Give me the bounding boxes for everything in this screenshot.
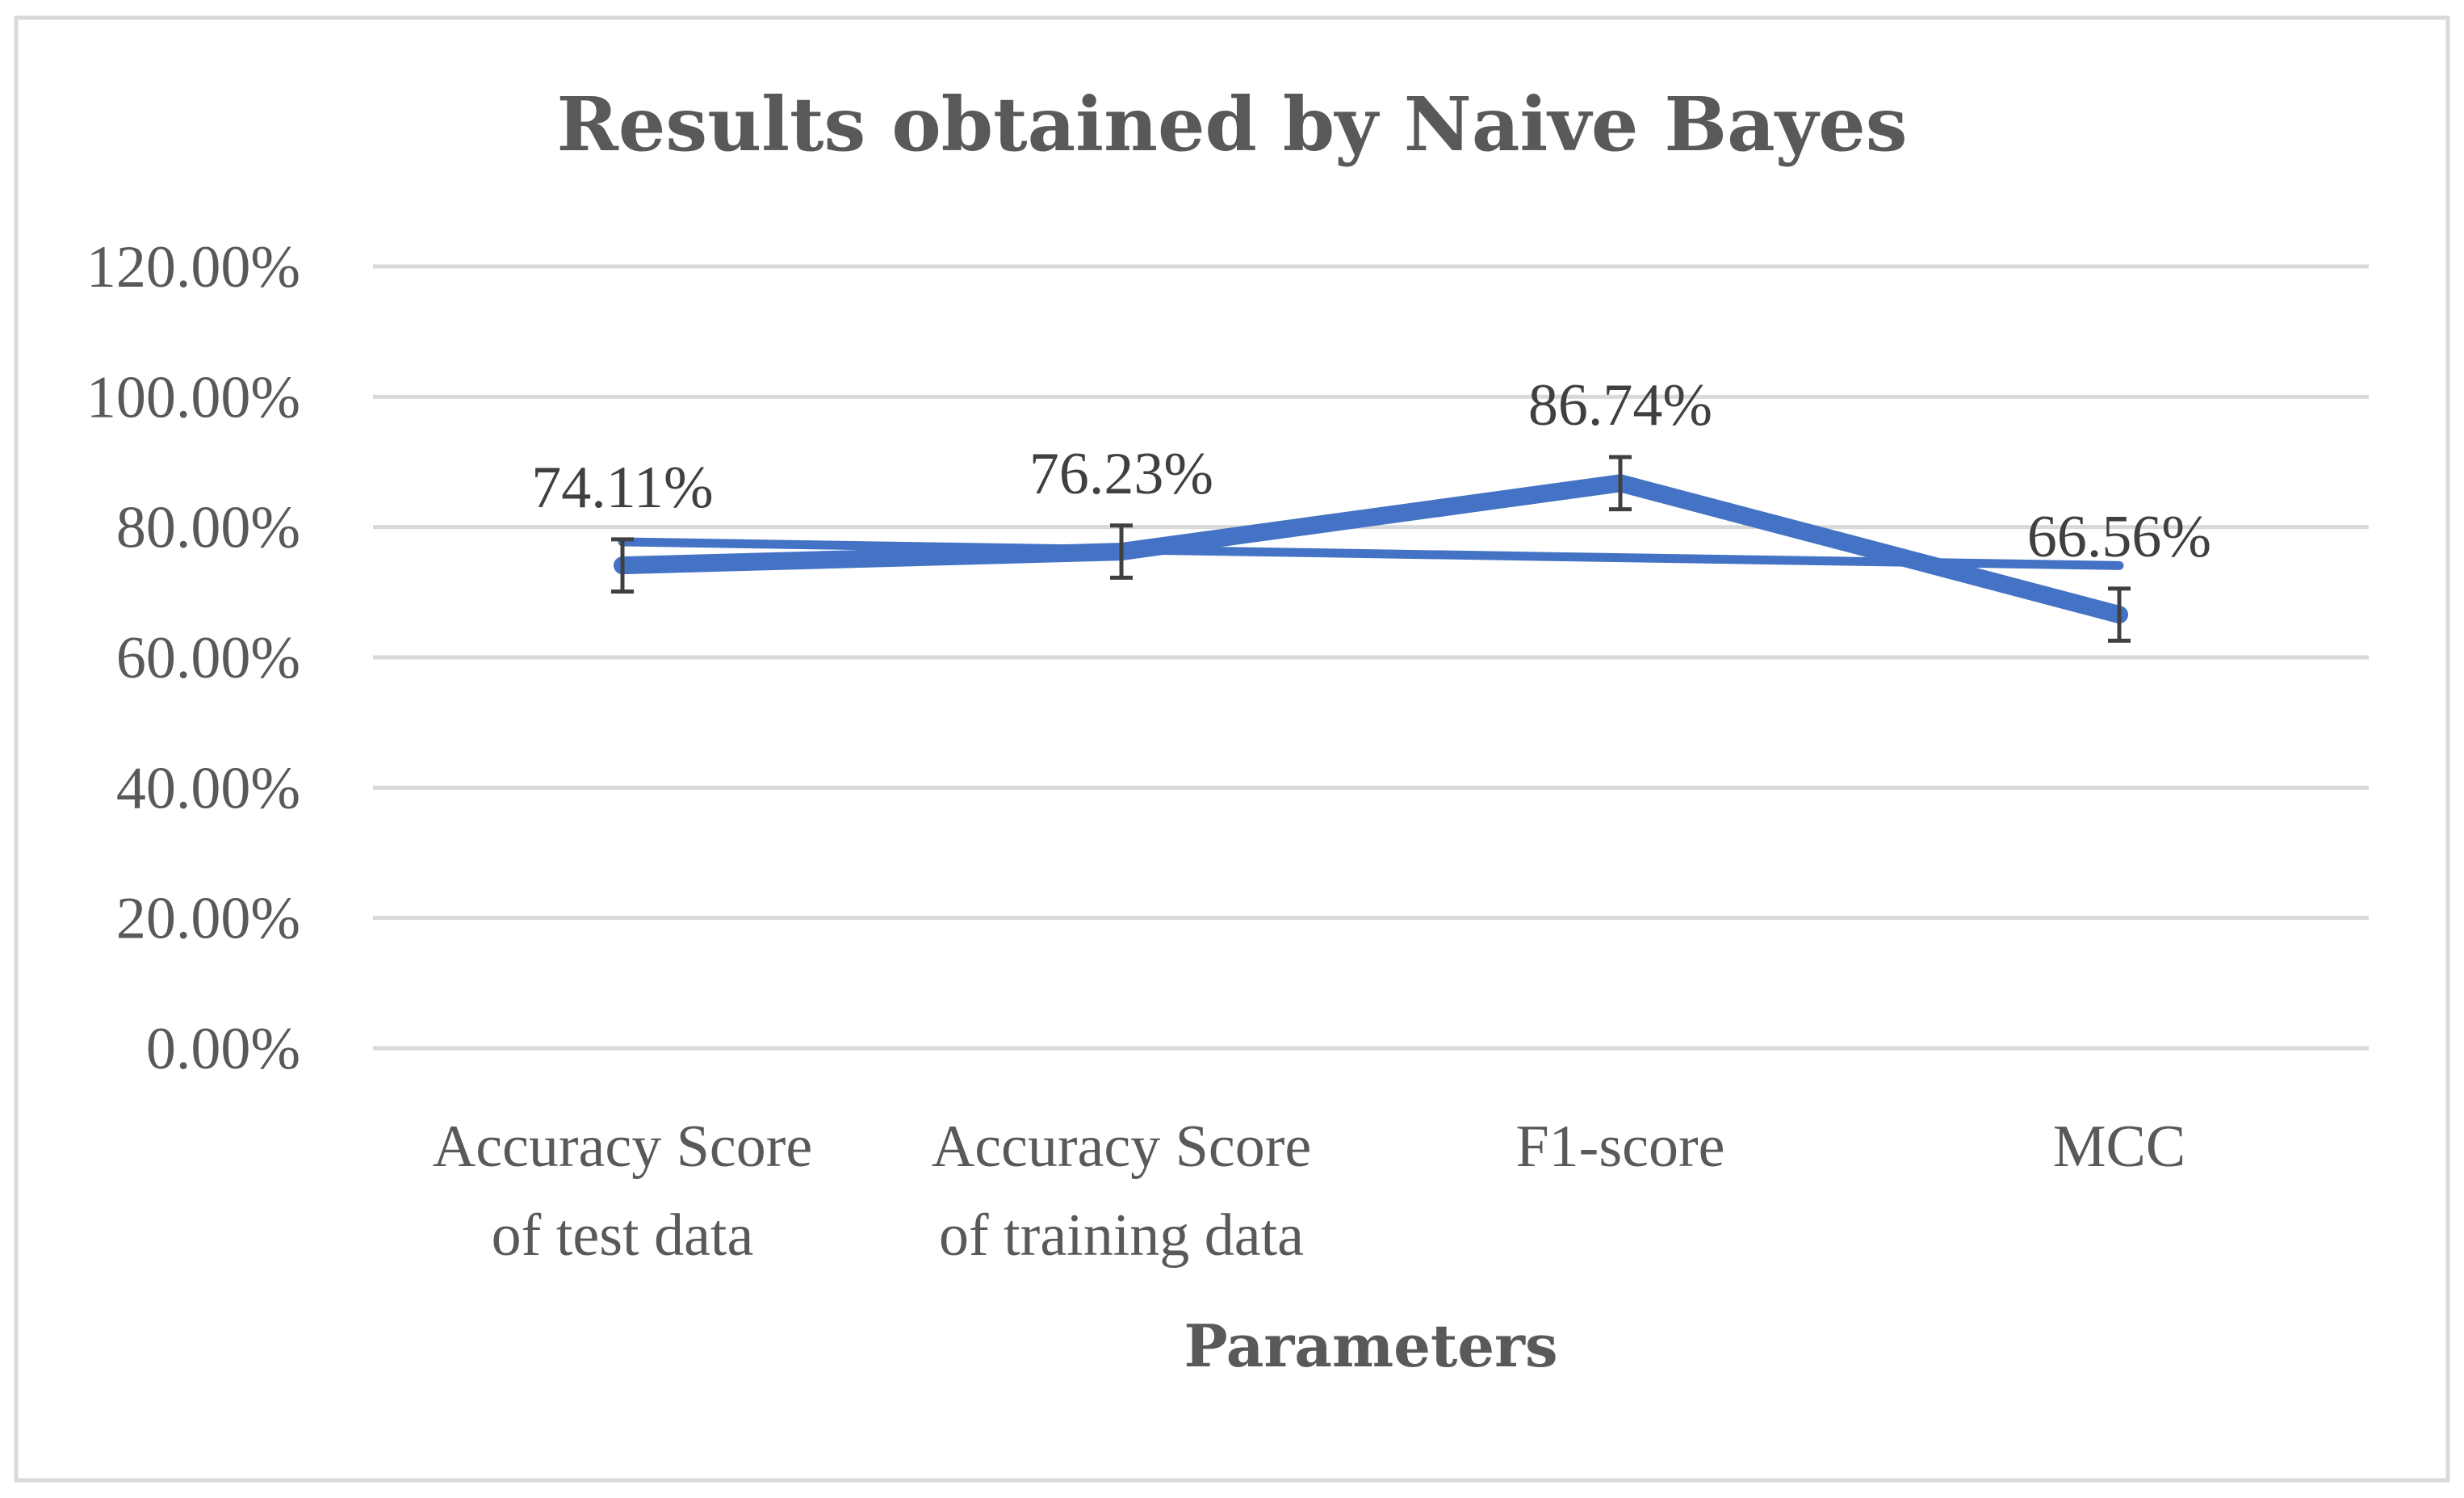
y-tick-label: 120.00% xyxy=(86,234,300,300)
x-axis-title: Parameters xyxy=(1184,1311,1558,1380)
x-tick-label-line: of training data xyxy=(939,1202,1304,1269)
y-tick-label: 100.00% xyxy=(86,364,300,430)
x-tick-label-line: MCC xyxy=(2053,1114,2186,1180)
trendline-layer xyxy=(618,537,2124,570)
x-tick-label: MCC xyxy=(2053,1114,2186,1180)
x-tick-label: Accuracy Score of test data xyxy=(433,1114,812,1269)
chart-border xyxy=(14,15,2450,1483)
data-label: 86.74% xyxy=(1528,372,1712,438)
data-label: 76.23% xyxy=(1029,441,1213,507)
x-tick-label: Accuracy Score of training data xyxy=(932,1114,1311,1269)
y-tick-label: 80.00% xyxy=(116,495,300,561)
series-line xyxy=(614,474,2128,624)
y-axis-ticks: 0.00% 20.00% 40.00% 60.00% 80.00% 100.00% 120.… xyxy=(86,234,300,1082)
trendline xyxy=(618,537,2124,570)
error-bar xyxy=(1110,523,1133,580)
chart-title: Results obtained by Naive Bayes xyxy=(556,81,1907,168)
y-tick-label: 20.00% xyxy=(116,886,300,952)
x-tick-label-line: F1-score xyxy=(1516,1114,1725,1180)
error-bar xyxy=(2108,586,2131,643)
x-tick-label-line: of test data xyxy=(492,1202,754,1269)
data-labels: 74.11% 76.23% 86.74% 66.56% xyxy=(531,372,2211,570)
error-bar xyxy=(611,537,634,594)
x-tick-label-line: Accuracy Score xyxy=(433,1114,812,1180)
y-tick-label: 40.00% xyxy=(116,755,300,821)
x-tick-label: F1-score xyxy=(1516,1114,1725,1180)
error-bar xyxy=(1609,455,1632,512)
gridlines xyxy=(373,264,2369,1051)
data-label: 74.11% xyxy=(531,455,713,521)
y-tick-label: 60.00% xyxy=(116,625,300,691)
y-tick-label: 0.00% xyxy=(146,1016,300,1082)
error-bars xyxy=(611,455,2131,643)
x-tick-label-line: Accuracy Score xyxy=(932,1114,1311,1180)
data-label: 66.56% xyxy=(2027,504,2211,570)
